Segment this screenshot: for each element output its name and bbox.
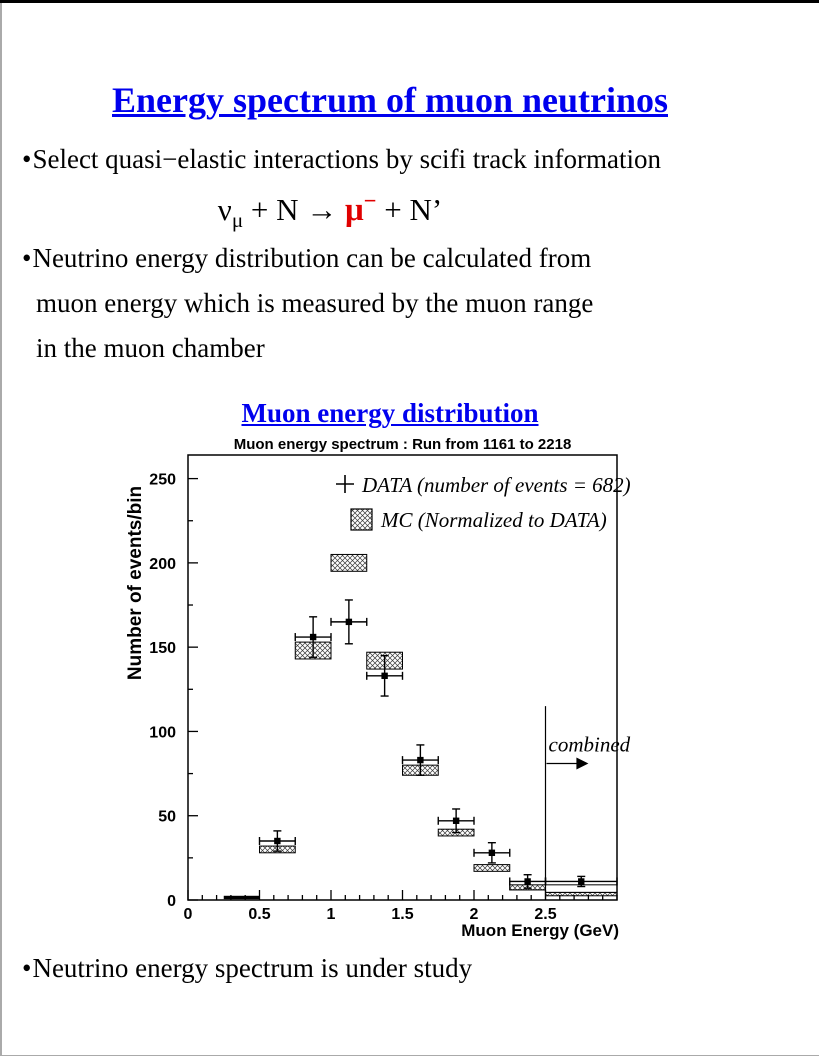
y-tick-label: 100 [149, 724, 176, 741]
bullet-marker: • [22, 953, 32, 983]
y-axis-label: Number of events/bin [125, 486, 146, 680]
y-tick-label: 250 [149, 472, 176, 489]
mc-histogram [223, 553, 618, 900]
data-marker [488, 849, 496, 857]
x-tick-label: 0.5 [248, 906, 270, 923]
data-marker [381, 672, 388, 680]
y-tick-label: 0 [167, 893, 176, 910]
hatched-box-icon [350, 508, 373, 531]
slide-title: Energy spectrum of muon neutrinos [112, 80, 668, 120]
muon-energy-chart: Muon energy spectrum : Run from 1161 to … [125, 436, 631, 940]
data-marker [417, 756, 424, 764]
x-tick-label: 1.5 [391, 906, 413, 923]
arrow-head-icon [576, 757, 589, 770]
data-marker [309, 633, 317, 641]
muon-symbol: μ− [345, 188, 377, 228]
reaction-equation: νμ + N → μ− + N’ [0, 188, 660, 233]
page-left-edge [0, 3, 2, 1056]
x-tick-label: 0 [184, 906, 193, 923]
chart-legend: DATA (number of events = 682) MC (Normali… [336, 473, 631, 532]
bullet-neutrino-energy-line3: in the muon chamber [36, 333, 265, 364]
combined-annotation: combined [544, 706, 631, 900]
x-tick-label: 1 [327, 906, 336, 923]
muon-charge: − [363, 188, 377, 213]
bullet-neutrino-energy-line2: muon energy which is measured by the muo… [36, 288, 593, 319]
bullet-text: in the muon chamber [36, 333, 265, 363]
equation-tail: + N’ [376, 192, 443, 227]
bullet-text: muon energy which is measured by the muo… [36, 288, 594, 318]
axis-ticks: 0 0.5 1 1.5 2 2.5 0 50 100 150 200 250 [149, 472, 618, 923]
plot-title: Muon energy spectrum : Run from 1161 to … [234, 436, 572, 453]
data-marker [452, 817, 460, 824]
bullet-text: Neutrino energy spectrum is under study [32, 953, 473, 983]
bullet-select-interactions: •Select quasi−elastic interactions by sc… [22, 144, 661, 175]
nu-subscript: μ [231, 208, 244, 233]
mc-band [223, 895, 260, 900]
combined-label: combined [549, 733, 631, 757]
mc-band [545, 891, 618, 897]
bullet-text: Select quasi−elastic interactions by sci… [32, 144, 661, 174]
chart-heading: Muon energy distribution [241, 398, 539, 428]
bullet-marker: • [22, 144, 32, 174]
x-tick-label: 2.5 [534, 906, 556, 923]
y-tick-label: 150 [149, 640, 176, 657]
mc-band [330, 553, 368, 572]
x-tick-label: 2 [470, 906, 479, 923]
nu-symbol: ν [217, 192, 232, 227]
bullet-text: Neutrino energy distribution can be calc… [32, 243, 592, 273]
equation-middle: + N → [243, 192, 345, 227]
bullet-under-study: •Neutrino energy spectrum is under study [22, 953, 472, 984]
data-marker [274, 837, 281, 845]
legend-label: DATA (number of events = 682) [361, 473, 631, 497]
bullet-neutrino-energy-line1: •Neutrino energy distribution can be cal… [22, 243, 591, 274]
data-marker [524, 878, 531, 885]
mc-band [473, 864, 511, 872]
data-points [258, 599, 618, 889]
bullet-marker: • [22, 243, 32, 273]
data-marker [345, 618, 353, 626]
y-tick-label: 200 [149, 556, 176, 573]
x-axis-label: Muon Energy (GeV) [461, 921, 619, 940]
y-tick-label: 50 [158, 809, 176, 826]
legend-label: MC (Normalized to DATA) [380, 508, 607, 532]
data-marker [578, 878, 585, 885]
